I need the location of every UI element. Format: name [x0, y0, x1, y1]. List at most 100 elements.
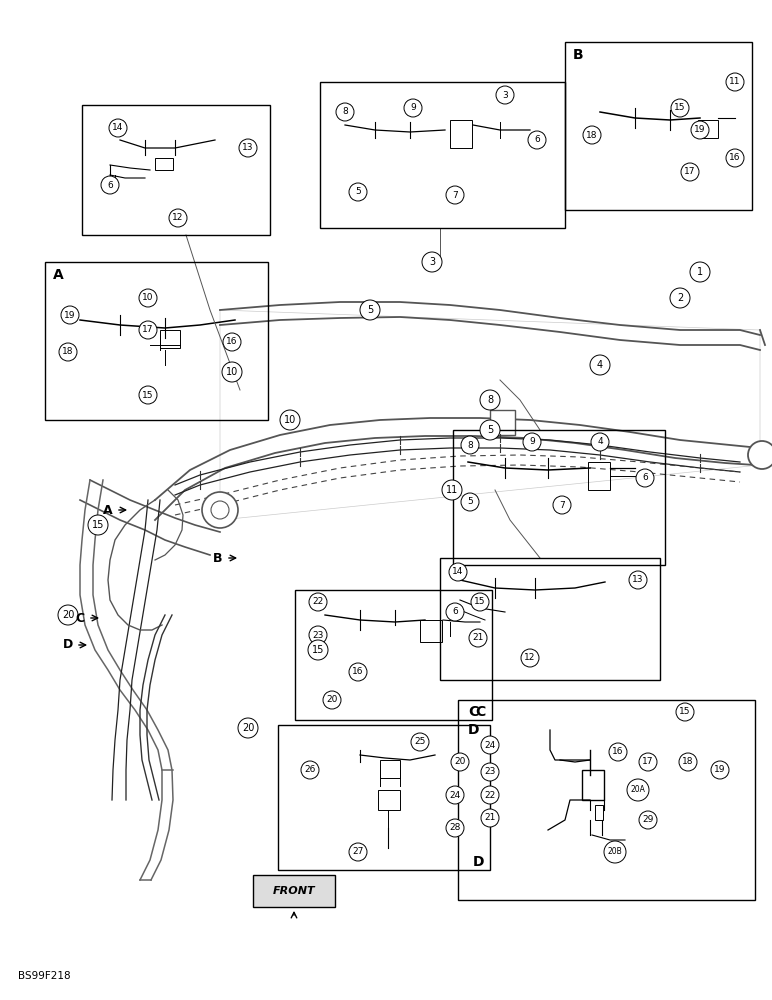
- Text: BS99F218: BS99F218: [18, 971, 70, 981]
- Bar: [160, 330, 180, 348]
- Circle shape: [169, 209, 187, 227]
- Text: 22: 22: [313, 597, 323, 606]
- Circle shape: [481, 809, 499, 827]
- Circle shape: [446, 786, 464, 804]
- Circle shape: [639, 811, 657, 829]
- Circle shape: [691, 121, 709, 139]
- Circle shape: [480, 420, 500, 440]
- Bar: [155, 158, 173, 170]
- Circle shape: [58, 605, 78, 625]
- Text: 15: 15: [92, 520, 104, 530]
- Circle shape: [404, 99, 422, 117]
- Text: 16: 16: [730, 153, 741, 162]
- Circle shape: [726, 149, 744, 167]
- Bar: [45, 262, 268, 420]
- Bar: [490, 410, 515, 435]
- Text: D: D: [63, 639, 73, 652]
- Text: 24: 24: [449, 790, 461, 800]
- Circle shape: [360, 300, 380, 320]
- Text: 28: 28: [449, 824, 461, 832]
- Bar: [595, 805, 603, 820]
- Text: 6: 6: [534, 135, 540, 144]
- Circle shape: [139, 321, 157, 339]
- Circle shape: [496, 86, 514, 104]
- Circle shape: [636, 469, 654, 487]
- Text: 4: 4: [597, 360, 603, 370]
- Text: 10: 10: [284, 415, 296, 425]
- Circle shape: [461, 436, 479, 454]
- Text: 7: 7: [559, 500, 565, 510]
- FancyBboxPatch shape: [253, 875, 335, 907]
- Circle shape: [461, 493, 479, 511]
- Bar: [453, 430, 665, 565]
- Text: C: C: [468, 705, 478, 719]
- Text: 18: 18: [586, 130, 598, 139]
- Circle shape: [690, 262, 710, 282]
- Circle shape: [590, 355, 610, 375]
- Bar: [380, 760, 400, 778]
- Circle shape: [202, 492, 238, 528]
- Circle shape: [323, 691, 341, 709]
- Circle shape: [139, 386, 157, 404]
- Text: D: D: [468, 723, 479, 737]
- Text: 22: 22: [484, 790, 496, 800]
- Circle shape: [604, 841, 626, 863]
- Circle shape: [670, 288, 690, 308]
- Text: 3: 3: [502, 91, 508, 100]
- Circle shape: [109, 119, 127, 137]
- Circle shape: [528, 131, 546, 149]
- Text: 26: 26: [304, 766, 316, 774]
- Text: 20: 20: [242, 723, 254, 733]
- Text: 23: 23: [313, 631, 323, 640]
- Text: 17: 17: [142, 326, 154, 334]
- Bar: [458, 700, 755, 900]
- Text: 13: 13: [242, 143, 254, 152]
- Circle shape: [349, 663, 367, 681]
- Bar: [82, 105, 270, 235]
- Circle shape: [309, 593, 327, 611]
- Text: 10: 10: [142, 294, 154, 302]
- Text: 5: 5: [487, 425, 493, 435]
- Circle shape: [308, 640, 328, 660]
- Text: 5: 5: [355, 188, 361, 196]
- Circle shape: [422, 252, 442, 272]
- Text: 20: 20: [62, 610, 74, 620]
- Text: 19: 19: [714, 766, 726, 774]
- Text: 9: 9: [410, 104, 416, 112]
- Text: 17: 17: [684, 167, 696, 176]
- Text: 21: 21: [484, 814, 496, 822]
- Circle shape: [446, 819, 464, 837]
- Text: 6: 6: [107, 180, 113, 190]
- Circle shape: [238, 718, 258, 738]
- Circle shape: [591, 433, 609, 451]
- Text: 17: 17: [642, 758, 654, 766]
- Circle shape: [101, 176, 119, 194]
- Text: FRONT: FRONT: [273, 886, 315, 896]
- Text: 20: 20: [327, 696, 337, 704]
- Circle shape: [521, 649, 539, 667]
- Text: 7: 7: [452, 190, 458, 200]
- Text: 8: 8: [467, 440, 473, 450]
- Circle shape: [239, 139, 257, 157]
- Text: 12: 12: [172, 214, 184, 223]
- Text: A: A: [52, 268, 63, 282]
- Text: 15: 15: [474, 597, 486, 606]
- Circle shape: [61, 306, 79, 324]
- Circle shape: [481, 786, 499, 804]
- Text: 15: 15: [142, 390, 154, 399]
- Text: 16: 16: [226, 338, 238, 347]
- Circle shape: [711, 761, 729, 779]
- Circle shape: [523, 433, 541, 451]
- Text: 29: 29: [642, 816, 654, 824]
- Circle shape: [446, 186, 464, 204]
- Text: 14: 14: [452, 568, 464, 576]
- Text: 23: 23: [484, 768, 496, 776]
- Circle shape: [481, 763, 499, 781]
- Text: 5: 5: [367, 305, 373, 315]
- Circle shape: [88, 515, 108, 535]
- Bar: [582, 770, 604, 800]
- Text: B: B: [213, 552, 223, 564]
- Circle shape: [446, 603, 464, 621]
- Circle shape: [223, 333, 241, 351]
- Text: 21: 21: [472, 634, 484, 643]
